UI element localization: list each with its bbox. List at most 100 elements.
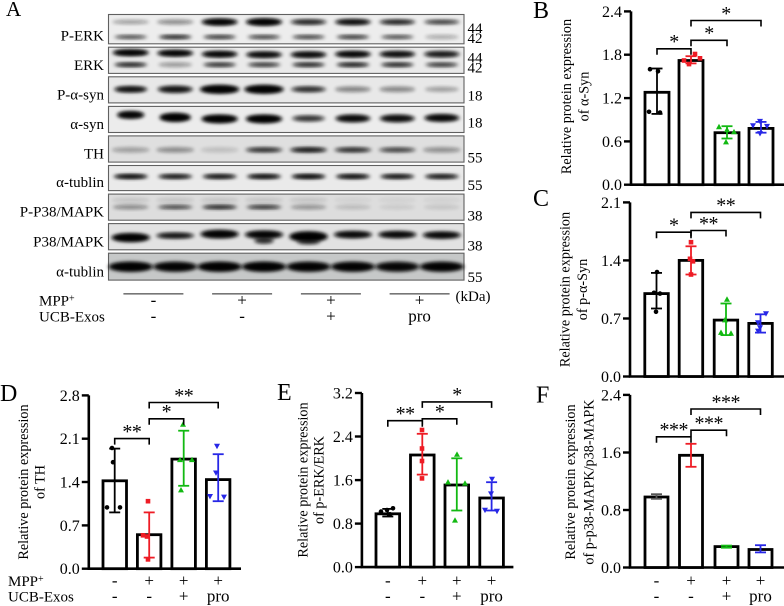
svg-text:2.4: 2.4	[333, 429, 353, 446]
svg-text:pro: pro	[480, 587, 503, 606]
svg-text:-: -	[112, 587, 118, 606]
svg-text:0.0: 0.0	[60, 561, 80, 578]
svg-text:+: +	[722, 571, 732, 590]
svg-text:0.8: 0.8	[601, 503, 621, 520]
svg-text:UCB-Exos: UCB-Exos	[39, 310, 105, 326]
svg-text:+: +	[179, 571, 189, 590]
svg-text:3.2: 3.2	[333, 386, 353, 403]
svg-text:38: 38	[468, 209, 483, 225]
svg-text:2.1: 2.1	[601, 195, 621, 212]
svg-text:of p-p38-MAPK/p38-MAPK: of p-p38-MAPK/p38-MAPK	[581, 399, 597, 565]
svg-text:0.8: 0.8	[333, 516, 353, 533]
svg-text:Relative protein expression: Relative protein expression	[16, 404, 32, 559]
svg-text:α-tublin: α-tublin	[56, 175, 104, 191]
svg-text:***: ***	[712, 391, 741, 413]
svg-text:+: +	[452, 571, 462, 590]
svg-text:Relative protein expression: Relative protein expression	[558, 212, 574, 367]
svg-text:0.7: 0.7	[60, 518, 80, 535]
svg-text:44: 44	[468, 51, 484, 67]
svg-text:+: +	[144, 571, 154, 590]
svg-text:P-α-syn: P-α-syn	[57, 87, 105, 103]
svg-text:*: *	[669, 31, 679, 53]
svg-text:-: -	[146, 587, 152, 606]
svg-text:0.0: 0.0	[601, 560, 621, 577]
svg-text:+: +	[418, 571, 428, 590]
svg-text:**: **	[716, 195, 736, 217]
svg-text:*: *	[721, 3, 731, 25]
svg-text:α-syn: α-syn	[70, 117, 104, 133]
svg-text:42: 42	[468, 31, 483, 47]
svg-text:A: A	[6, 0, 22, 21]
svg-text:0.7: 0.7	[601, 311, 621, 328]
svg-text:P38/MAPK: P38/MAPK	[33, 234, 104, 250]
svg-text:-: -	[688, 587, 694, 606]
svg-text:+: +	[415, 291, 425, 310]
svg-text:18: 18	[468, 89, 483, 105]
svg-text:55: 55	[468, 270, 483, 286]
svg-text:-: -	[151, 291, 157, 310]
svg-text:-: -	[419, 587, 425, 606]
svg-text:2.4: 2.4	[602, 4, 622, 21]
svg-text:**: **	[174, 385, 194, 407]
svg-text:2.8: 2.8	[60, 388, 80, 405]
svg-text:+: +	[487, 571, 497, 590]
svg-text:pro: pro	[207, 587, 230, 606]
svg-text:pro: pro	[749, 587, 772, 606]
svg-text:pro: pro	[408, 307, 431, 326]
svg-text:1.6: 1.6	[333, 473, 353, 490]
svg-text:1.6: 1.6	[601, 445, 621, 462]
svg-text:44: 44	[468, 21, 484, 37]
svg-text:-: -	[151, 307, 157, 326]
svg-text:+: +	[213, 571, 223, 590]
svg-text:*: *	[435, 401, 445, 423]
svg-text:-: -	[654, 587, 660, 606]
svg-text:0.0: 0.0	[602, 177, 622, 194]
svg-text:+: +	[686, 571, 696, 590]
svg-text:1.8: 1.8	[602, 47, 622, 64]
svg-text:E: E	[277, 380, 292, 406]
svg-text:P-P38/MAPK: P-P38/MAPK	[20, 205, 104, 221]
svg-text:0.0: 0.0	[333, 560, 353, 577]
svg-text:0.6: 0.6	[602, 134, 622, 151]
svg-text:+: +	[237, 291, 247, 310]
svg-text:***: ***	[695, 413, 724, 435]
svg-text:+: +	[326, 291, 336, 310]
svg-text:2.4: 2.4	[601, 387, 621, 404]
svg-text:42: 42	[468, 61, 483, 77]
svg-text:MPP+: MPP+	[39, 294, 75, 310]
svg-text:Relative protein expression: Relative protein expression	[563, 404, 579, 559]
svg-text:*: *	[704, 23, 714, 45]
svg-text:+: +	[179, 587, 189, 606]
svg-text:C: C	[533, 186, 549, 212]
svg-text:Relative protein expression: Relative protein expression	[296, 402, 312, 557]
svg-text:F: F	[536, 383, 549, 409]
svg-text:1.2: 1.2	[602, 91, 622, 108]
svg-text:38: 38	[468, 239, 483, 255]
svg-text:**: **	[396, 403, 416, 425]
svg-text:-: -	[385, 587, 391, 606]
svg-text:-: -	[654, 571, 660, 590]
svg-text:+: +	[722, 587, 732, 606]
svg-text:1.4: 1.4	[601, 253, 621, 270]
svg-text:+: +	[452, 587, 462, 606]
svg-text:**: **	[122, 421, 142, 443]
svg-text:**: **	[699, 213, 719, 235]
svg-text:MPP+: MPP+	[8, 574, 44, 590]
svg-text:*: *	[669, 215, 679, 237]
svg-text:-: -	[385, 571, 391, 590]
svg-text:+: +	[326, 307, 336, 326]
svg-text:Relative protein expression: Relative protein expression	[559, 19, 575, 174]
svg-text:UCB-Exos: UCB-Exos	[8, 590, 74, 606]
svg-text:18: 18	[468, 115, 483, 131]
svg-text:*: *	[452, 384, 462, 406]
svg-text:of p-α-Syn: of p-α-Syn	[575, 259, 591, 320]
svg-text:1.4: 1.4	[60, 475, 80, 492]
svg-text:ERK: ERK	[74, 58, 104, 74]
svg-text:+: +	[756, 571, 766, 590]
svg-text:***: ***	[660, 419, 689, 441]
svg-text:D: D	[0, 381, 17, 407]
svg-text:B: B	[533, 0, 549, 24]
svg-text:-: -	[239, 307, 245, 326]
svg-text:-: -	[112, 571, 118, 590]
svg-text:55: 55	[468, 178, 483, 194]
